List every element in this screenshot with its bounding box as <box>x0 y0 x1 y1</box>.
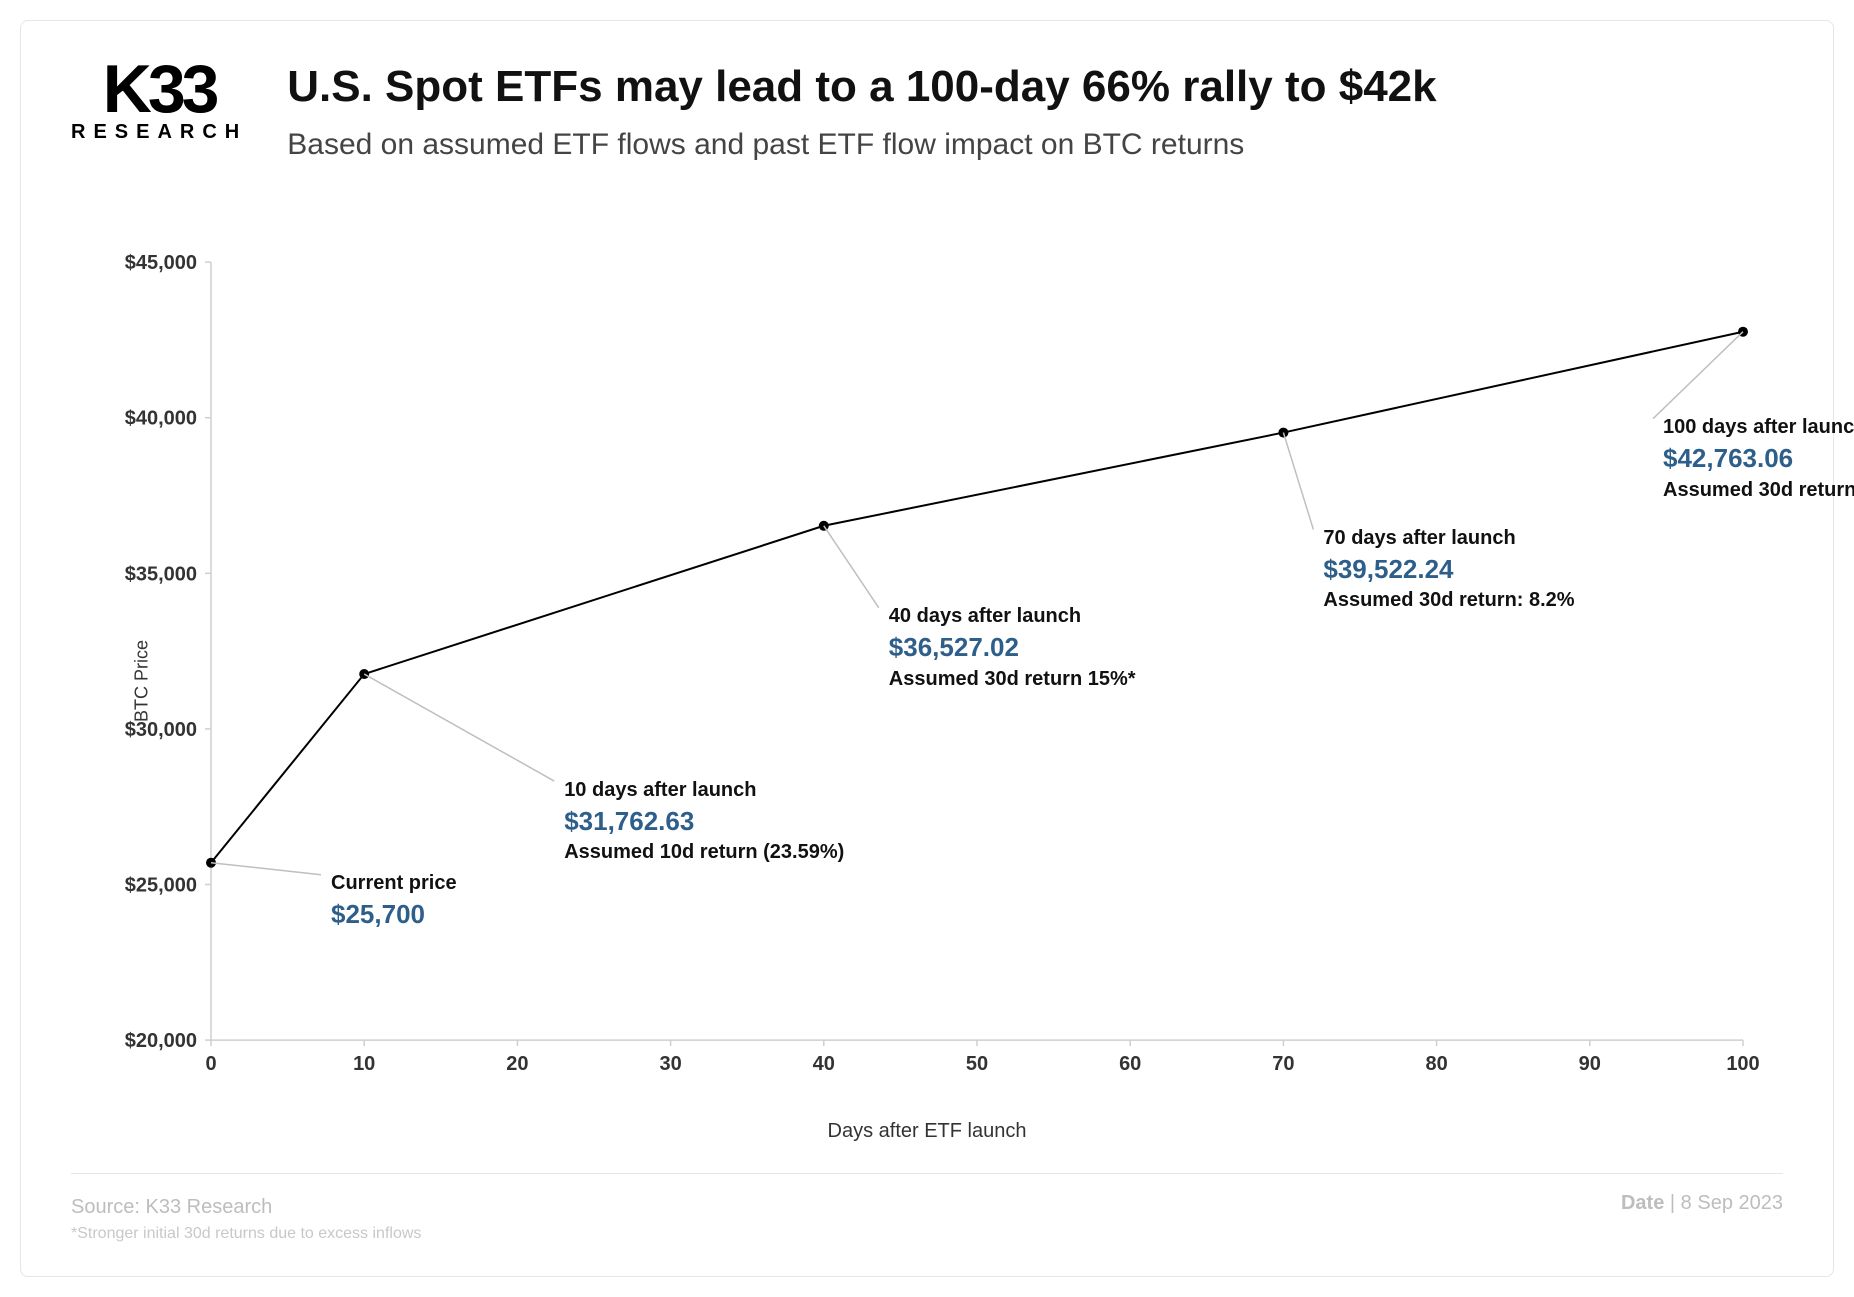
footer-right: Date | 8 Sep 2023 <box>1621 1192 1783 1215</box>
svg-text:60: 60 <box>1119 1053 1141 1075</box>
date-label: Date <box>1621 1192 1664 1214</box>
y-axis-label: BTC Price <box>132 640 153 722</box>
svg-text:0: 0 <box>205 1053 216 1075</box>
title-block: U.S. Spot ETFs may lead to a 100-day 66%… <box>287 61 1783 162</box>
logo: K33 RESEARCH <box>71 61 247 144</box>
footer: Source: K33 Research *Stronger initial 3… <box>71 1173 1783 1246</box>
svg-text:10: 10 <box>353 1053 375 1075</box>
chart-annotation: 10 days after launch$31,762.63Assumed 10… <box>564 777 844 866</box>
svg-text:30: 30 <box>659 1053 681 1075</box>
svg-text:100: 100 <box>1726 1053 1759 1075</box>
footnote-text: *Stronger initial 30d returns due to exc… <box>71 1222 421 1246</box>
chart-subtitle: Based on assumed ETF flows and past ETF … <box>287 128 1783 162</box>
logo-main-text: K33 <box>103 61 216 119</box>
date-value: 8 Sep 2023 <box>1681 1192 1783 1214</box>
x-axis-label: Days after ETF launch <box>71 1120 1783 1143</box>
date-separator: | <box>1670 1192 1681 1214</box>
svg-text:40: 40 <box>813 1053 835 1075</box>
svg-text:80: 80 <box>1425 1053 1447 1075</box>
logo-sub-text: RESEARCH <box>71 121 247 144</box>
svg-text:$45,000: $45,000 <box>125 252 197 274</box>
chart-annotation: 100 days after launch$42,763.06Assumed 3… <box>1663 414 1854 503</box>
chart-card: K33 RESEARCH U.S. Spot ETFs may lead to … <box>20 20 1834 1277</box>
svg-text:$40,000: $40,000 <box>125 407 197 429</box>
chart-annotation: Current price$25,700 <box>331 870 457 932</box>
header: K33 RESEARCH U.S. Spot ETFs may lead to … <box>71 61 1783 162</box>
chart-area: BTC Price $20,000$25,000$30,000$35,000$4… <box>71 252 1783 1110</box>
svg-text:$35,000: $35,000 <box>125 563 197 585</box>
svg-text:$20,000: $20,000 <box>125 1030 197 1052</box>
chart-annotation: 70 days after launch$39,522.24Assumed 30… <box>1323 525 1574 614</box>
svg-text:70: 70 <box>1272 1053 1294 1075</box>
svg-text:90: 90 <box>1579 1053 1601 1075</box>
chart-title: U.S. Spot ETFs may lead to a 100-day 66%… <box>287 61 1783 114</box>
svg-text:$25,000: $25,000 <box>125 874 197 896</box>
chart-annotation: 40 days after launch$36,527.02Assumed 30… <box>889 603 1136 692</box>
source-text: Source: K33 Research <box>71 1192 421 1222</box>
svg-text:20: 20 <box>506 1053 528 1075</box>
footer-left: Source: K33 Research *Stronger initial 3… <box>71 1192 421 1246</box>
svg-text:50: 50 <box>966 1053 988 1075</box>
